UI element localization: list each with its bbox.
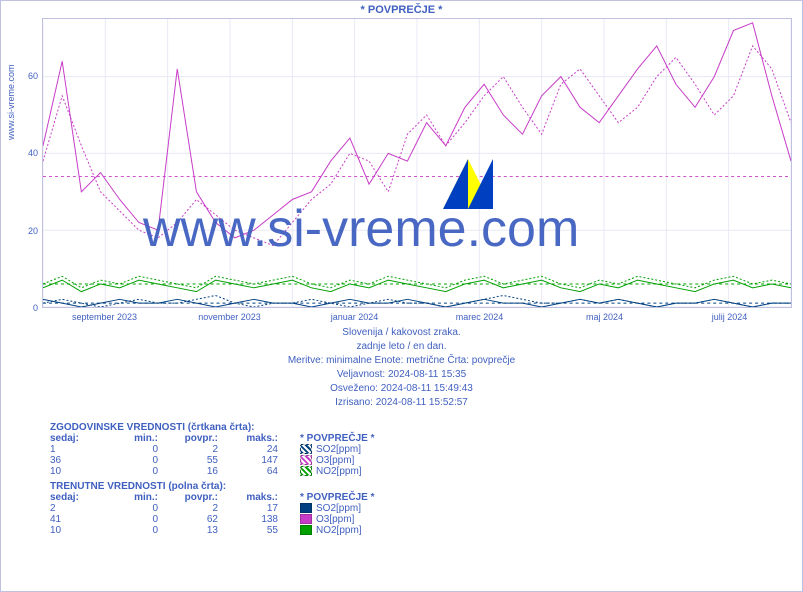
col-hdr: * POVPREČJE *: [284, 492, 380, 503]
cell-legend: O3[ppm]: [284, 514, 380, 525]
watermark-logo-icon: [443, 159, 493, 209]
y-tick-label: 20: [20, 226, 38, 236]
col-hdr: maks.:: [224, 433, 284, 444]
table-row: 10224 SO2[ppm]: [44, 444, 380, 455]
cell-maks: 55: [224, 525, 284, 536]
legend-swatch-icon: [300, 503, 312, 513]
col-hdr: min.:: [104, 433, 164, 444]
x-tick-label: julij 2024: [712, 312, 748, 322]
col-hdr: povpr.:: [164, 433, 224, 444]
table-row: 41062138 O3[ppm]: [44, 514, 380, 525]
chart-area: www.si-vreme.com: [42, 18, 792, 308]
cell-min: 0: [104, 514, 164, 525]
col-hdr: povpr.:: [164, 492, 224, 503]
legend-swatch-icon: [300, 525, 312, 535]
col-hdr: sedaj:: [44, 492, 104, 503]
col-hdr: maks.:: [224, 492, 284, 503]
cell-povpr: 16: [164, 466, 224, 477]
cell-maks: 138: [224, 514, 284, 525]
cell-min: 0: [104, 525, 164, 536]
cell-legend: NO2[ppm]: [284, 466, 380, 477]
legend-label: NO2[ppm]: [316, 525, 362, 536]
x-tick-label: september 2023: [72, 312, 137, 322]
caption-line: Osveženo: 2024-08-11 15:49:43: [0, 382, 803, 396]
cell-legend: NO2[ppm]: [284, 525, 380, 536]
cell-min: 0: [104, 444, 164, 455]
cell-povpr: 2: [164, 444, 224, 455]
col-hdr: min.:: [104, 492, 164, 503]
col-hdr: sedaj:: [44, 433, 104, 444]
cell-min: 0: [104, 455, 164, 466]
legend-label: O3[ppm]: [316, 455, 354, 466]
hist-title: ZGODOVINSKE VREDNOSTI (črtkana črta):: [44, 418, 380, 433]
cell-povpr: 13: [164, 525, 224, 536]
cell-sedaj: 1: [44, 444, 104, 455]
legend-label: NO2[ppm]: [316, 466, 362, 477]
legend-swatch-icon: [300, 466, 312, 476]
cell-maks: 64: [224, 466, 284, 477]
caption-line: Meritve: minimalne Enote: metrične Črta:…: [0, 354, 803, 368]
table-row: 20217SO2[ppm]: [44, 503, 380, 514]
caption-line: Slovenija / kakovost zraka.: [0, 326, 803, 340]
chart-svg: [43, 19, 791, 307]
caption-line: Veljavnost: 2024-08-11 15:35: [0, 368, 803, 382]
x-tick-label: marec 2024: [456, 312, 504, 322]
cell-min: 0: [104, 503, 164, 514]
curr-title: TRENUTNE VREDNOSTI (polna črta):: [44, 477, 380, 492]
table-row: 36055147 O3[ppm]: [44, 455, 380, 466]
caption-line: Izrisano: 2024-08-11 15:52:57: [0, 396, 803, 410]
x-tick-label: november 2023: [198, 312, 261, 322]
cell-povpr: 2: [164, 503, 224, 514]
y-tick-label: 60: [20, 71, 38, 81]
x-tick-label: maj 2024: [586, 312, 623, 322]
cell-maks: 147: [224, 455, 284, 466]
caption-block: Slovenija / kakovost zraka. zadnje leto …: [0, 326, 803, 410]
y-tick-label: 40: [20, 148, 38, 158]
table-row: 1001664 NO2[ppm]: [44, 466, 380, 477]
side-label: www.si-vreme.com: [6, 64, 16, 140]
legend-swatch-icon: [300, 444, 312, 454]
cell-sedaj: 2: [44, 503, 104, 514]
y-tick-label: 0: [20, 303, 38, 313]
cell-maks: 17: [224, 503, 284, 514]
cell-min: 0: [104, 466, 164, 477]
data-tables: ZGODOVINSKE VREDNOSTI (črtkana črta): se…: [44, 418, 380, 536]
cell-sedaj: 36: [44, 455, 104, 466]
legend-label: SO2[ppm]: [316, 503, 361, 514]
cell-sedaj: 10: [44, 466, 104, 477]
cell-legend: O3[ppm]: [284, 455, 380, 466]
cell-povpr: 55: [164, 455, 224, 466]
legend-swatch-icon: [300, 514, 312, 524]
cell-sedaj: 41: [44, 514, 104, 525]
cell-legend: SO2[ppm]: [284, 503, 380, 514]
table-row: 1001355 NO2[ppm]: [44, 525, 380, 536]
cell-maks: 24: [224, 444, 284, 455]
legend-swatch-icon: [300, 455, 312, 465]
legend-label: SO2[ppm]: [316, 444, 361, 455]
col-hdr: * POVPREČJE *: [284, 433, 380, 444]
x-tick-label: januar 2024: [331, 312, 379, 322]
cell-legend: SO2[ppm]: [284, 444, 380, 455]
chart-title: * POVPREČJE *: [0, 4, 803, 16]
cell-sedaj: 10: [44, 525, 104, 536]
cell-povpr: 62: [164, 514, 224, 525]
legend-label: O3[ppm]: [316, 514, 354, 525]
caption-line: zadnje leto / en dan.: [0, 340, 803, 354]
